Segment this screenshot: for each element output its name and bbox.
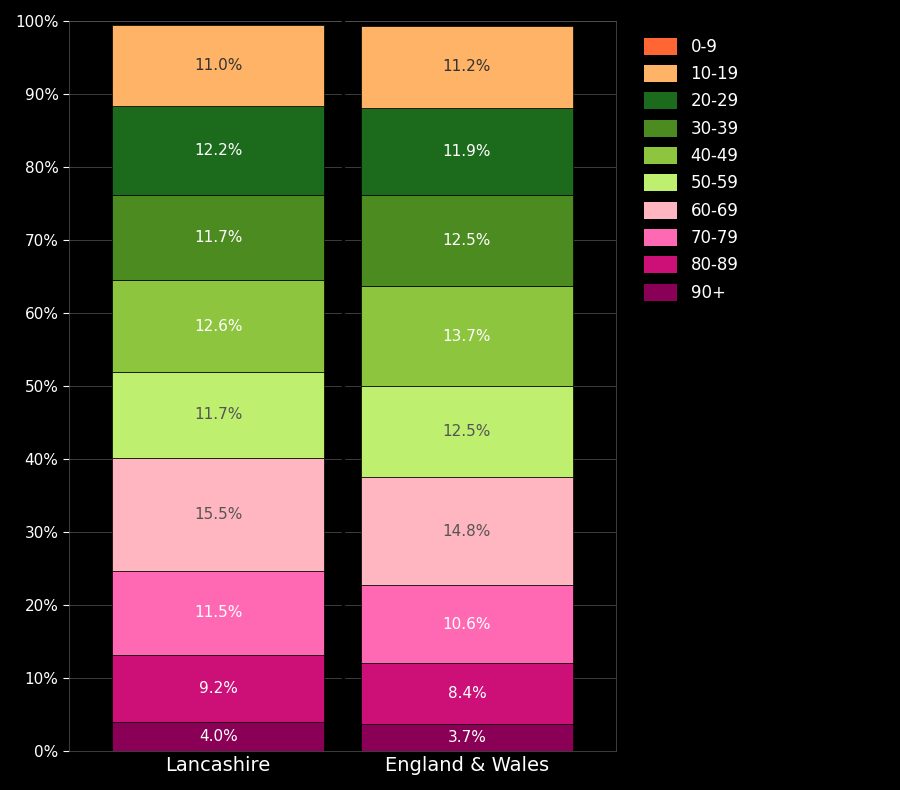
Bar — [361, 477, 572, 585]
Text: 4.0%: 4.0% — [199, 729, 238, 744]
Text: 9.2%: 9.2% — [199, 681, 238, 696]
Bar — [361, 195, 572, 286]
Bar — [361, 286, 572, 386]
Text: 11.9%: 11.9% — [443, 144, 491, 159]
Text: 10.6%: 10.6% — [443, 616, 491, 631]
Text: 8.4%: 8.4% — [447, 686, 486, 701]
Bar — [361, 585, 572, 663]
Bar — [112, 571, 324, 655]
Bar — [361, 108, 572, 195]
Bar — [361, 724, 572, 751]
Text: 12.6%: 12.6% — [194, 318, 242, 333]
Bar — [112, 457, 324, 571]
Text: 11.2%: 11.2% — [443, 59, 491, 74]
Bar — [361, 386, 572, 477]
Text: 12.5%: 12.5% — [443, 424, 491, 439]
Text: 12.2%: 12.2% — [194, 143, 242, 158]
Text: 3.7%: 3.7% — [447, 730, 486, 745]
Legend: 0-9, 10-19, 20-29, 30-39, 40-49, 50-59, 60-69, 70-79, 80-89, 90+: 0-9, 10-19, 20-29, 30-39, 40-49, 50-59, … — [635, 29, 747, 310]
Text: 13.7%: 13.7% — [443, 329, 491, 344]
Bar — [361, 26, 572, 108]
Bar — [112, 722, 324, 751]
Bar — [112, 655, 324, 722]
Text: 11.7%: 11.7% — [194, 408, 242, 423]
Text: 15.5%: 15.5% — [194, 506, 242, 521]
Text: 12.5%: 12.5% — [443, 233, 491, 248]
Bar — [112, 195, 324, 280]
Text: 11.7%: 11.7% — [194, 230, 242, 245]
Bar — [112, 25, 324, 106]
Bar — [112, 106, 324, 195]
Text: 14.8%: 14.8% — [443, 524, 491, 539]
Text: 11.5%: 11.5% — [194, 605, 242, 620]
Bar — [112, 280, 324, 372]
Bar — [361, 663, 572, 724]
Bar — [112, 372, 324, 457]
Text: 11.0%: 11.0% — [194, 58, 242, 73]
